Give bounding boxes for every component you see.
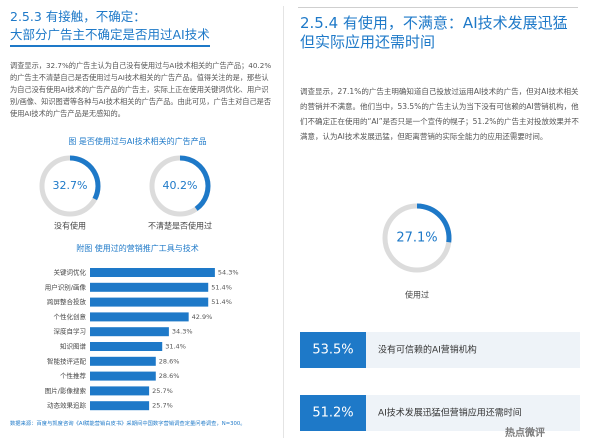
bar [90,356,156,366]
bar-value: 42.9% [192,313,213,321]
bar [90,401,150,411]
chart-title: 图 是否使用过与AI技术相关的广告产品 [68,137,207,146]
stat-value: 53.5% [312,343,353,358]
paragraph: 调查显示，27.1%的广告主明确知道自己投放过运用AI技术的广告，但对AI技术相… [300,87,579,141]
stat-box [300,395,366,431]
paragraph: 调查显示，32.7%的广告主认为自己没有使用过与AI技术相关的广告产品；40.2… [10,61,272,118]
bar [90,342,163,351]
bar-value: 28.6% [159,357,180,365]
donut-arc [69,155,101,201]
bar-label: 智能技评适配 [47,356,87,365]
bar-label: 深度自学习 [54,327,87,336]
bar-value: 31.4% [165,343,186,351]
source: 数据来源：百度与凯度咨询《AI赋能营销白皮书》采期间中国数字营销调查定量问卷调查… [10,421,246,427]
bar-value: 54.3% [218,269,239,277]
bar [90,386,150,396]
bar-value: 25.7% [152,387,173,395]
donut-arc [179,155,211,211]
bar-value: 25.7% [152,402,173,410]
bar [90,312,189,322]
bar [90,371,156,381]
bar-label: 个性推荐 [60,371,87,380]
bar [90,268,215,277]
bar-label: 跨屏整合投放 [47,297,87,306]
bar [90,327,169,337]
heading-line: 2.5.3 有接触，不确定： [10,9,146,24]
bar-label: 动态效果追踪 [47,401,87,410]
watermark: 热点微评 [505,428,545,439]
stat-box [300,332,366,368]
donut-value: 32.7% [53,179,88,192]
bar-label: 知识图谱 [60,342,87,351]
donut-value: 27.1% [396,231,437,246]
bar-value: 51.4% [211,283,232,291]
bar-value: 34.3% [172,328,193,336]
donut-label: 没有使用 [54,221,86,231]
chart-title: 附图 使用过的营销推广工具与技术 [76,244,199,253]
heading-line: 大部分广告主不确定是否用过AI技术 [10,26,210,47]
donut-label: 使用过 [405,290,429,300]
bar [90,282,209,292]
donut-value: 40.2% [163,179,198,192]
bar-label: 个性化创意 [54,312,87,321]
stat-value: 51.2% [312,406,353,421]
bar-value: 28.6% [159,372,180,380]
bar [90,297,209,307]
heading: 2.5.4 有使用，不满意：AI技术发展迅猛但实际应用还需时间 [300,14,568,51]
bar-label: 用户识别/画像 [45,282,87,291]
stat-text: AI技术发展迅猛但营销应用还需时间 [378,407,522,419]
divider [283,6,284,438]
donut-arc [416,203,452,243]
stat-text: 没有可信赖的AI营销机构 [378,344,477,356]
bar-label: 关键词优化 [54,268,87,277]
bar-label: 图片/影像搜索 [45,386,87,395]
donut-label: 不清楚是否使用过 [148,221,212,231]
bar-value: 51.4% [211,298,232,306]
top-rule [298,7,578,8]
